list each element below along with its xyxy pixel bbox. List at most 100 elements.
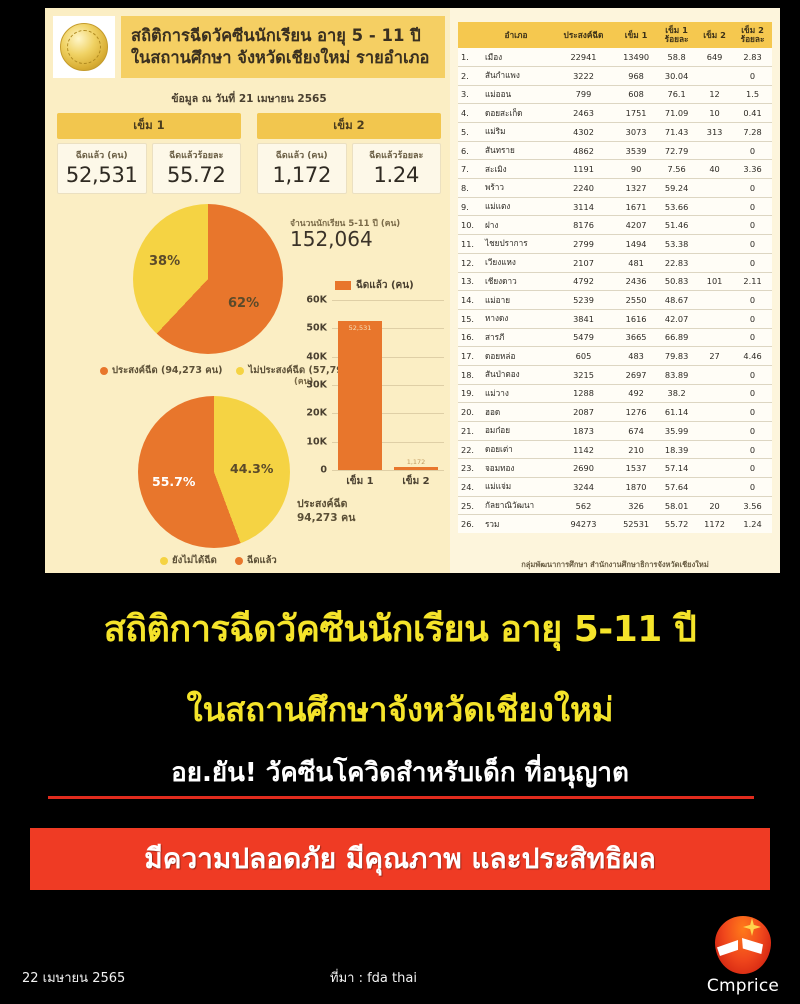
- table-cell: 492: [615, 384, 658, 404]
- poster-headline-line1: สถิติการฉีดวัคซีนนักเรียน อายุ 5-11 ปี: [103, 609, 697, 650]
- table-body: 1. เมือง 22941 13490 58.8 649 2.83 2. สันกำแพง 32…: [458, 48, 772, 534]
- table-cell: ฮอด: [480, 402, 552, 422]
- bar-chart-gridline: [332, 470, 444, 471]
- table-cell: [696, 309, 734, 329]
- bar-chart-ytick: 50K: [306, 322, 327, 334]
- bar-chart-ytick: 20K: [306, 407, 327, 419]
- table-cell: 2463: [552, 103, 615, 123]
- table-cell: 968: [615, 66, 658, 86]
- table-cell: [696, 234, 734, 254]
- dose1-count-label: ฉีดแล้ว (คน): [75, 151, 128, 161]
- bar-chart-gridline: [332, 300, 444, 301]
- table-cell: 1.: [458, 48, 480, 67]
- table-cell: 2107: [552, 253, 615, 273]
- bar-chart-legend: ฉีดแล้ว (คน): [335, 278, 414, 293]
- table-cell: แม่ออน: [480, 85, 552, 105]
- bar-chart-bar: 52,531 เข็ม 1: [338, 321, 382, 487]
- dose2-block: เข็ม 2 ฉีดแล้ว (คน) 1,172 ฉีดแล้วร้อยละ …: [257, 113, 441, 194]
- table-cell: 0: [733, 458, 772, 479]
- table-cell: เชียงดาว: [480, 272, 552, 292]
- bar-chart-xtick: เข็ม 1: [346, 476, 374, 487]
- table-cell: 3073: [615, 122, 658, 142]
- table-cell: กัลยาณิวัฒนา: [480, 496, 552, 516]
- table-cell: 24.: [458, 477, 480, 497]
- poster-date: 22 เมษายน 2565: [22, 971, 126, 986]
- table-cell: 90: [615, 159, 658, 180]
- table-cell: 483: [615, 346, 658, 366]
- dose2-percent-label: ฉีดแล้วร้อยละ: [369, 151, 424, 161]
- table-cell: 0: [733, 309, 772, 329]
- table-cell: 0: [733, 477, 772, 497]
- table-cell: 0: [733, 402, 772, 422]
- table-cell: 4862: [552, 141, 615, 161]
- pie2-caption-line2: 94,273 คน: [297, 512, 356, 524]
- table-cell: 0: [733, 384, 772, 404]
- table-cell: 1327: [615, 178, 658, 198]
- table-cell: 3244: [552, 477, 615, 497]
- bar-chart-ytick: 60K: [306, 294, 327, 306]
- table-cell: 40: [696, 159, 734, 180]
- table-cell: 19.: [458, 384, 480, 404]
- dose2-count-cell: ฉีดแล้ว (คน) 1,172: [257, 143, 347, 194]
- dose1-count-value: 52,531: [65, 163, 138, 187]
- table-col-header-0: [458, 22, 480, 49]
- government-seal-icon: [53, 16, 115, 78]
- table-row: 1. เมือง 22941 13490 58.8 649 2.83: [458, 48, 772, 67]
- table-cell: ดอยหล่อ: [480, 346, 552, 366]
- bar-chart-xtick: เข็ม 2: [402, 476, 430, 487]
- table-cell: [696, 328, 734, 348]
- table-cell: 0: [733, 365, 772, 385]
- table-cell: 1172: [696, 514, 734, 534]
- table-cell: 27: [696, 346, 734, 366]
- mascot-left-eye-icon: [717, 940, 738, 956]
- infographic-title-line1: สถิติการฉีดวัคซีนนักเรียน อายุ 5 - 11 ปี: [131, 25, 421, 45]
- table-cell: 0: [733, 290, 772, 310]
- brand-block[interactable]: Cmprice: [700, 916, 786, 996]
- table-cell: 1494: [615, 234, 658, 254]
- sparkle-icon: [743, 918, 761, 936]
- bar-chart-ytick: 40K: [306, 351, 327, 363]
- table-row: 7. สะเมิง 1191 90 7.56 40 3.36: [458, 159, 772, 180]
- pie1-slice-label-orange: 62%: [228, 296, 260, 311]
- table-row: 25. กัลยาณิวัฒนา 562 326 58.01 20 3.56: [458, 496, 772, 516]
- table-cell: 481: [615, 253, 658, 273]
- table-col-header-1: อำเภอ: [480, 22, 552, 49]
- table-cell: สารภี: [480, 328, 552, 348]
- table-cell: 1751: [615, 103, 658, 123]
- table-cell: 12: [696, 85, 734, 105]
- table-cell: 7.28: [733, 122, 772, 142]
- table-cell: [696, 215, 734, 236]
- pie2-legend-item-1: ฉีดแล้ว: [234, 553, 277, 568]
- table-cell: 3841: [552, 309, 615, 329]
- pie1-legend-item-0: ประสงค์ฉีด (94,273 คน): [100, 363, 222, 378]
- table-row: 14. แม่อาย 5239 2550 48.67 0: [458, 290, 772, 310]
- table-cell: 1142: [552, 440, 615, 460]
- table-cell: 5479: [552, 328, 615, 348]
- pie2-legend: ยังไม่ได้ฉีด ฉีดแล้ว: [160, 553, 277, 568]
- table-cell: 71.43: [657, 122, 697, 142]
- table-cell: 94273: [552, 514, 615, 534]
- table-cell: 7.: [458, 159, 480, 180]
- dose2-percent-value: 1.24: [373, 163, 420, 187]
- table-cell: 1288: [552, 384, 615, 404]
- legend-dot-yellow-icon: [236, 366, 245, 375]
- bar-chart-gridline: [332, 328, 444, 330]
- bar-chart-plot-area: 0 10K 20K 30K 40K 50K 60K 52,531 เข็ม 1 1,172 เข็ม…: [306, 295, 444, 487]
- table-col-header-5: เข็ม 2: [696, 22, 734, 49]
- table-cell: 17.: [458, 346, 480, 366]
- table-cell: 1.24: [733, 514, 772, 534]
- infographic-title-box: สถิติการฉีดวัคซีนนักเรียน อายุ 5 - 11 ปี…: [121, 16, 445, 78]
- total-students-value: 152,064: [290, 227, 373, 251]
- table-row: 2. สันกำแพง 3222 968 30.04 0: [458, 66, 772, 86]
- table-cell: 20: [696, 496, 734, 516]
- table-cell: อมก๋อย: [480, 421, 552, 441]
- table-cell: 649: [696, 48, 734, 67]
- dose2-count-value: 1,172: [272, 163, 332, 187]
- table-cell: 101: [696, 272, 734, 292]
- table-cell: 3.: [458, 85, 480, 105]
- table-row: 10. ฝาง 8176 4207 51.46 0: [458, 215, 772, 236]
- table-cell: 26.: [458, 514, 480, 534]
- table-cell: 76.1: [657, 85, 697, 105]
- table-cell: 79.83: [657, 346, 697, 366]
